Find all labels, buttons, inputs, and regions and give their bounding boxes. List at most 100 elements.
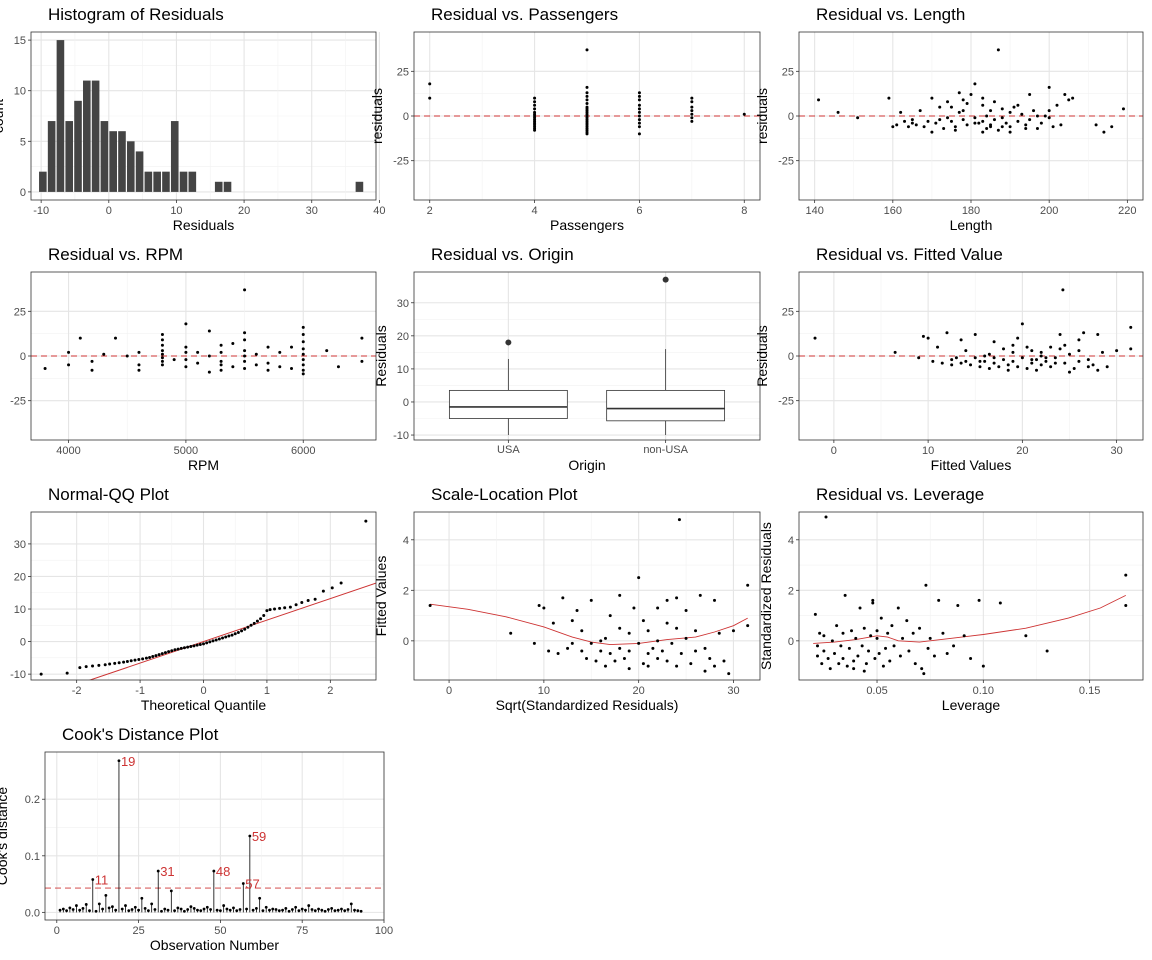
y-tick-label: 25	[14, 306, 26, 318]
data-point	[160, 356, 164, 360]
y-tick-label: 0	[788, 351, 794, 363]
data-point	[313, 597, 317, 601]
y-axis-label: residuals	[0, 328, 2, 384]
x-tick-label: 30	[306, 205, 318, 217]
data-point	[641, 662, 645, 666]
data-point	[852, 659, 856, 663]
data-point	[862, 669, 866, 673]
histogram-bar	[162, 171, 170, 192]
data-point	[1012, 105, 1016, 109]
data-point	[675, 664, 679, 668]
cooks-point	[160, 909, 163, 913]
data-point	[151, 655, 155, 659]
chart-title: Histogram of Residuals	[48, 5, 224, 24]
histogram-bar	[223, 181, 232, 192]
data-point	[266, 361, 270, 365]
data-point	[196, 350, 200, 354]
data-point	[850, 629, 854, 633]
data-point	[321, 589, 325, 593]
data-point	[992, 361, 996, 365]
data-point	[599, 649, 603, 653]
cooks-point	[212, 869, 216, 873]
histogram-bar	[135, 151, 144, 192]
data-point	[1082, 331, 1086, 335]
x-tick-label: 220	[1118, 205, 1136, 217]
data-point	[945, 331, 949, 335]
data-layer	[813, 515, 1128, 676]
cooks-point	[81, 907, 85, 910]
data-point	[742, 112, 746, 116]
y-axis-label: count	[0, 99, 6, 133]
data-point	[533, 107, 537, 111]
data-point	[864, 662, 868, 666]
y-tick-label: 5	[20, 136, 26, 148]
data-point	[532, 641, 536, 645]
data-point	[969, 93, 973, 97]
data-point	[837, 662, 841, 666]
x-tick-label: 0	[446, 685, 452, 697]
data-point	[656, 657, 660, 661]
cooks-point	[88, 909, 91, 913]
data-point	[949, 105, 953, 109]
cooks-point	[120, 907, 124, 911]
data-point	[184, 358, 188, 362]
y-tick-label: 25	[782, 306, 794, 318]
data-point	[301, 358, 305, 362]
data-point	[301, 368, 305, 372]
data-point	[646, 629, 650, 633]
data-point	[1035, 114, 1039, 118]
data-point	[570, 619, 574, 623]
data-point	[137, 368, 141, 372]
data-point	[43, 367, 47, 371]
data-point	[533, 96, 537, 100]
data-point	[910, 118, 914, 122]
data-point	[144, 656, 148, 660]
data-point	[243, 354, 247, 358]
data-point	[1002, 358, 1006, 362]
x-axis-label: Origin	[568, 457, 605, 473]
data-point	[637, 110, 641, 114]
data-point	[205, 641, 209, 645]
data-point	[585, 657, 589, 661]
y-axis-label: Standardized Residuals	[758, 522, 774, 670]
data-point	[575, 609, 579, 613]
data-point	[1044, 356, 1048, 360]
data-point	[826, 657, 830, 661]
panel-border	[413, 511, 761, 681]
data-point	[907, 649, 911, 653]
data-point	[122, 660, 126, 664]
cooks-point	[97, 902, 101, 906]
data-point	[860, 644, 864, 648]
data-point	[1006, 368, 1010, 372]
cooks-point	[238, 908, 242, 911]
data-point	[84, 665, 88, 669]
data-point	[977, 598, 981, 602]
data-point	[973, 333, 977, 337]
x-tick-label: 5000	[174, 445, 198, 457]
data-point	[922, 125, 926, 129]
data-point	[360, 336, 364, 340]
panel-3: -25 0 25 140 160 180 200 220 Residual vs. Length…	[754, 5, 1144, 233]
axis-ticks: 0.0 0.1 0.2 0 25 50 75 100	[25, 794, 393, 937]
data-point	[154, 654, 158, 658]
data-point	[240, 629, 244, 633]
histogram-bar	[153, 171, 161, 192]
data-point	[703, 669, 707, 673]
x-tick-label: 200	[1040, 205, 1058, 217]
data-point	[192, 644, 196, 648]
data-point	[670, 641, 674, 645]
data-point	[920, 667, 924, 671]
data-point	[594, 659, 598, 663]
data-point	[684, 609, 688, 613]
data-point	[828, 667, 832, 671]
cooks-point	[68, 906, 72, 910]
data-point	[1121, 107, 1125, 111]
data-point	[160, 359, 164, 363]
data-point	[989, 123, 993, 127]
data-point	[243, 349, 247, 353]
histogram-bar	[83, 80, 91, 192]
x-tick-label: 0	[106, 205, 112, 217]
data-point	[969, 657, 973, 661]
data-point	[1077, 349, 1081, 353]
data-point	[969, 363, 973, 367]
